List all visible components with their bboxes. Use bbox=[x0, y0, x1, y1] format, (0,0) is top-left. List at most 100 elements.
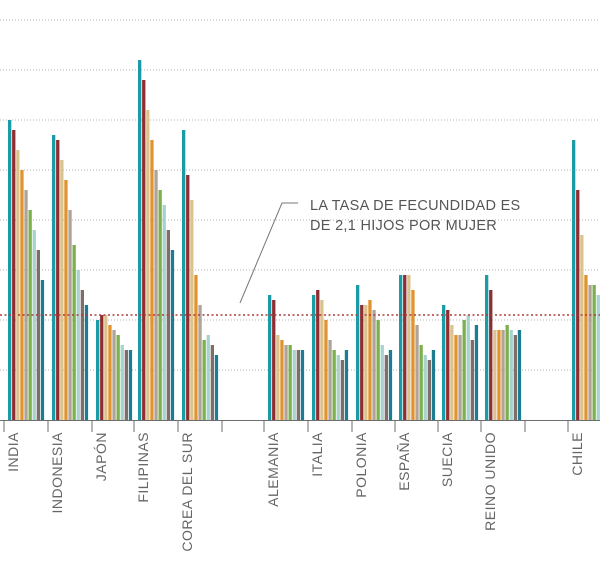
bar bbox=[186, 175, 190, 420]
bar bbox=[142, 80, 146, 420]
bar bbox=[505, 325, 509, 420]
bar-group bbox=[268, 295, 305, 420]
bar bbox=[344, 350, 349, 420]
bar bbox=[576, 190, 580, 420]
bar-group bbox=[138, 60, 175, 420]
category-label: ALEMANIA bbox=[265, 432, 281, 507]
bar bbox=[442, 305, 446, 420]
bar bbox=[68, 210, 72, 420]
bar bbox=[162, 205, 166, 420]
category-label: POLONIA bbox=[353, 432, 369, 498]
bar bbox=[376, 320, 380, 420]
bar bbox=[210, 345, 214, 420]
bar bbox=[474, 325, 479, 420]
bar bbox=[584, 275, 588, 420]
bar bbox=[415, 325, 419, 420]
bar bbox=[332, 350, 336, 420]
bar bbox=[146, 110, 150, 420]
bar bbox=[138, 60, 142, 420]
bar bbox=[454, 335, 458, 420]
category-label: INDONESIA bbox=[49, 432, 65, 514]
bar bbox=[324, 320, 328, 420]
bar bbox=[380, 345, 384, 420]
bar bbox=[124, 350, 128, 420]
category-label: FILIPINAS bbox=[135, 432, 151, 503]
annotation-line-2: DE 2,1 HIJOS POR MUJER bbox=[310, 218, 497, 234]
category-label: REINO UNIDO bbox=[482, 432, 498, 531]
bar-group bbox=[356, 285, 393, 420]
bar bbox=[356, 285, 360, 420]
bar bbox=[399, 275, 403, 420]
bar bbox=[276, 335, 280, 420]
bar bbox=[202, 340, 206, 420]
bar-groups bbox=[8, 60, 600, 420]
bar-group bbox=[8, 120, 45, 420]
bar bbox=[580, 235, 584, 420]
bar-group bbox=[485, 275, 522, 420]
bar bbox=[592, 285, 596, 420]
bar bbox=[372, 310, 376, 420]
category-label: ESPAÑA bbox=[396, 432, 412, 491]
bar bbox=[56, 140, 60, 420]
bar bbox=[190, 200, 194, 420]
bar bbox=[182, 130, 186, 420]
bar bbox=[411, 290, 415, 420]
category-label: ITALIA bbox=[309, 432, 325, 477]
bar bbox=[84, 305, 89, 420]
bar bbox=[76, 270, 80, 420]
bar bbox=[446, 310, 450, 420]
bar bbox=[32, 230, 36, 420]
bar bbox=[403, 275, 407, 420]
bar bbox=[288, 345, 292, 420]
bar bbox=[497, 330, 501, 420]
bar bbox=[501, 330, 505, 420]
bar bbox=[80, 290, 84, 420]
annotation-leader-line bbox=[239, 202, 298, 304]
bar bbox=[312, 295, 316, 420]
bar bbox=[8, 120, 12, 420]
annotation-line-1: LA TASA DE FECUNDIDAD ES bbox=[310, 198, 521, 214]
bar-group bbox=[442, 305, 479, 420]
category-labels: INDIA INDONESIA JAPÓN FILIPINAS COREA DEL SU… bbox=[5, 432, 585, 552]
bar bbox=[154, 170, 158, 420]
bar bbox=[360, 305, 364, 420]
bar bbox=[214, 355, 219, 420]
bar bbox=[284, 345, 288, 420]
bar bbox=[470, 340, 474, 420]
bar bbox=[336, 355, 340, 420]
bar bbox=[431, 350, 436, 420]
bar bbox=[198, 305, 202, 420]
bar bbox=[368, 300, 372, 420]
bar bbox=[458, 335, 462, 420]
bar bbox=[462, 320, 466, 420]
bar bbox=[280, 340, 284, 420]
bar bbox=[296, 350, 300, 420]
bar bbox=[388, 350, 393, 420]
bar bbox=[72, 245, 76, 420]
bar bbox=[340, 360, 344, 420]
bar bbox=[64, 180, 68, 420]
bar bbox=[40, 280, 45, 420]
bar bbox=[116, 335, 120, 420]
bar bbox=[100, 315, 104, 420]
bar bbox=[364, 305, 368, 420]
bar bbox=[108, 325, 112, 420]
bar bbox=[20, 170, 24, 420]
bar bbox=[485, 275, 489, 420]
bar-group bbox=[182, 130, 219, 420]
bar bbox=[206, 335, 210, 420]
bar-group bbox=[96, 315, 133, 420]
bar bbox=[509, 330, 513, 420]
bar bbox=[292, 350, 296, 420]
bar bbox=[328, 340, 332, 420]
bar bbox=[407, 275, 411, 420]
bar bbox=[170, 250, 175, 420]
bar bbox=[588, 285, 592, 420]
bar bbox=[493, 330, 497, 420]
bar bbox=[36, 250, 40, 420]
bar bbox=[300, 350, 305, 420]
bar bbox=[572, 140, 576, 420]
bar bbox=[52, 135, 56, 420]
bar bbox=[120, 345, 124, 420]
group-separator-ticks bbox=[3, 420, 569, 432]
